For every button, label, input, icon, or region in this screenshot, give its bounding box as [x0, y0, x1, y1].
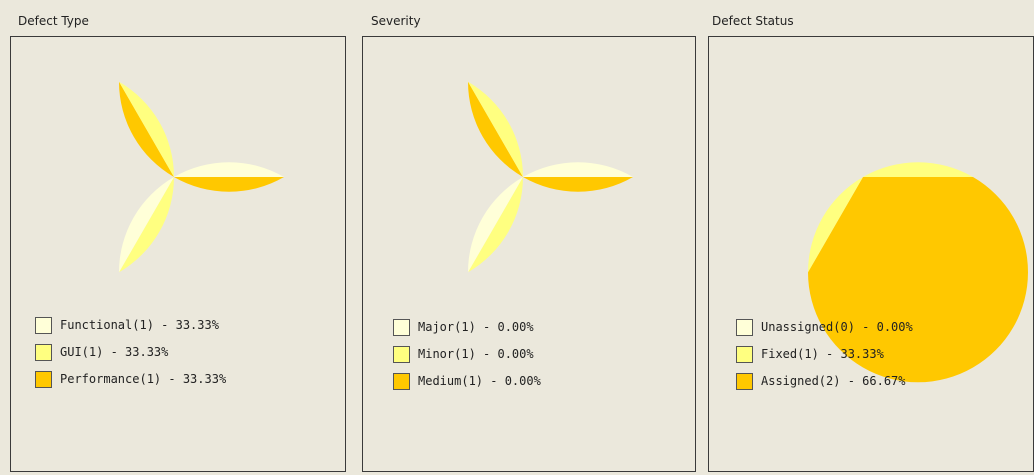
- legend-swatch: [35, 370, 52, 388]
- legend-label: Assigned(2) - 66.67%: [761, 374, 906, 388]
- pie-slice-severity-1: [468, 81, 523, 273]
- legend-swatch: [393, 345, 410, 363]
- legend-item: Unassigned(0) - 0.00%: [736, 318, 913, 336]
- panel-title-defect-type: Defect Type: [18, 14, 89, 28]
- pie-chart-defect-status: [808, 162, 1028, 383]
- chart-panel-defect-status: Unassigned(0) - 0.00% Fixed(1) - 33.33% As…: [708, 36, 1034, 472]
- legend-swatch: [736, 345, 753, 363]
- pie-slice-severity-0: [468, 162, 633, 273]
- legend-defect-type: Functional(1) - 33.33% GUI(1) - 33.33% Per…: [35, 316, 226, 397]
- legend-label: Medium(1) - 0.00%: [418, 374, 541, 388]
- legend-label: Fixed(1) - 33.33%: [761, 347, 884, 361]
- legend-label: GUI(1) - 33.33%: [60, 345, 169, 359]
- pie-slice-defect-type-1: [119, 81, 174, 273]
- panel-title-defect-status: Defect Status: [712, 14, 794, 28]
- legend-swatch: [736, 318, 753, 336]
- legend-label: Performance(1) - 33.33%: [60, 372, 227, 386]
- legend-item: Major(1) - 0.00%: [393, 318, 541, 336]
- chart-panel-defect-type: Functional(1) - 33.33% GUI(1) - 33.33% Per…: [10, 36, 346, 472]
- legend-item: Fixed(1) - 33.33%: [736, 345, 913, 363]
- legend-swatch: [736, 372, 753, 390]
- legend-item: Minor(1) - 0.00%: [393, 345, 541, 363]
- legend-item: Functional(1) - 33.33%: [35, 316, 226, 334]
- chart-panel-severity: Major(1) - 0.00% Minor(1) - 0.00% Medium(1…: [362, 36, 696, 472]
- pie-slice-defect-status-1: [808, 162, 973, 273]
- pie-slice-defect-status-2: [808, 177, 1028, 383]
- pie-slice-defect-type-2: [119, 81, 284, 192]
- legend-severity: Major(1) - 0.00% Minor(1) - 0.00% Medium(1…: [393, 318, 541, 399]
- legend-swatch: [35, 316, 52, 334]
- pie-chart-severity: [468, 81, 633, 273]
- pie-chart-defect-type: [119, 81, 284, 273]
- legend-label: Unassigned(0) - 0.00%: [761, 320, 913, 334]
- legend-defect-status: Unassigned(0) - 0.00% Fixed(1) - 33.33% As…: [736, 318, 913, 399]
- pie-slice-defect-type-0: [119, 162, 284, 273]
- legend-item: Performance(1) - 33.33%: [35, 370, 226, 388]
- legend-item: Assigned(2) - 66.67%: [736, 372, 913, 390]
- panel-title-severity: Severity: [371, 14, 421, 28]
- pie-slice-severity-2: [468, 81, 633, 192]
- legend-label: Functional(1) - 33.33%: [60, 318, 219, 332]
- legend-item: GUI(1) - 33.33%: [35, 343, 226, 361]
- legend-label: Major(1) - 0.00%: [418, 320, 534, 334]
- legend-label: Minor(1) - 0.00%: [418, 347, 534, 361]
- legend-swatch: [393, 372, 410, 390]
- legend-item: Medium(1) - 0.00%: [393, 372, 541, 390]
- legend-swatch: [35, 343, 52, 361]
- legend-swatch: [393, 318, 410, 336]
